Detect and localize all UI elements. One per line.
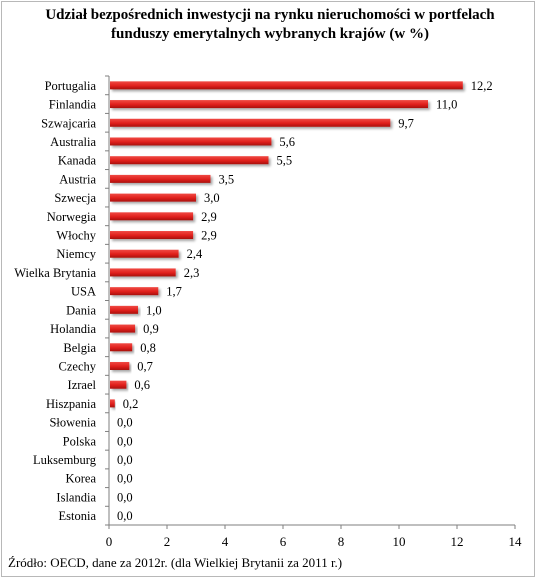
value-label: 3,0 (204, 191, 220, 205)
category-label: Słowenia (49, 416, 96, 430)
source-note: Źródło: OECD, dane za 2012r. (dla Wielki… (8, 555, 343, 570)
value-label: 0,2 (123, 397, 139, 411)
value-label: 0,0 (117, 416, 133, 430)
value-label: 9,7 (398, 116, 414, 130)
bar (110, 81, 463, 90)
bar (110, 174, 211, 183)
value-label: 0,6 (134, 378, 150, 392)
category-label: Niemcy (56, 247, 96, 261)
x-tick-label: 6 (280, 534, 287, 549)
x-tick-label: 12 (451, 534, 464, 549)
value-label: 0,0 (117, 453, 133, 467)
bar (110, 380, 127, 389)
value-label: 0,0 (117, 472, 133, 486)
category-label: Finlandia (49, 98, 97, 112)
value-label: 2,9 (201, 229, 217, 243)
x-tick-label: 8 (338, 534, 345, 549)
bar (110, 361, 130, 370)
x-tick-label: 10 (393, 534, 406, 549)
bar (110, 231, 194, 240)
value-label: 2,3 (184, 266, 200, 280)
bar (110, 193, 196, 202)
value-label: 5,6 (279, 135, 295, 149)
value-label: 1,7 (166, 285, 182, 299)
x-tick-label: 4 (222, 534, 229, 549)
bar (110, 137, 272, 146)
bar (110, 399, 115, 408)
value-label: 0,9 (143, 322, 159, 336)
value-label: 11,0 (436, 98, 457, 112)
bar (110, 100, 428, 109)
bar (110, 268, 176, 277)
category-label: Australia (50, 135, 96, 149)
bar (110, 156, 269, 165)
category-label: Austria (59, 172, 96, 186)
category-label: Dania (66, 303, 96, 317)
value-label: 0,8 (140, 341, 156, 355)
value-label: 0,0 (117, 434, 133, 448)
value-label: 0,0 (117, 490, 133, 504)
bar (110, 287, 159, 296)
bar (110, 249, 179, 258)
x-tick-label: 0 (106, 534, 113, 549)
value-label: 0,0 (117, 509, 133, 523)
chart-title: Udział bezpośrednich inwestycji na rynku… (45, 7, 495, 42)
bar (110, 343, 133, 352)
category-label: Holandia (50, 322, 96, 336)
category-label: Polska (63, 434, 97, 448)
category-label: Belgia (63, 341, 96, 355)
value-label: 3,5 (219, 172, 235, 186)
category-label: Kanada (58, 154, 97, 168)
category-label: Szwajcaria (41, 116, 96, 130)
category-label: Izrael (68, 378, 97, 392)
category-label: Portugalia (45, 79, 97, 93)
x-tick-label: 14 (509, 534, 523, 549)
category-label: Luksemburg (33, 453, 97, 467)
value-label: 2,4 (187, 247, 203, 261)
category-label: Wielka Brytania (14, 266, 96, 280)
category-label: Korea (65, 472, 96, 486)
bar (110, 118, 391, 127)
value-label: 1,0 (146, 303, 162, 317)
category-label: Islandia (56, 490, 96, 504)
value-label: 5,5 (277, 154, 293, 168)
category-label: Norwegia (47, 210, 97, 224)
category-label: Czechy (59, 359, 97, 373)
category-label: Estonia (59, 509, 97, 523)
category-label: Hiszpania (46, 397, 96, 411)
value-label: 0,7 (137, 359, 153, 373)
value-label: 2,9 (201, 210, 217, 224)
x-tick-label: 2 (164, 534, 171, 549)
bar (110, 324, 136, 333)
value-label: 12,2 (471, 79, 493, 93)
category-label: Włochy (56, 229, 96, 243)
category-label: USA (71, 285, 96, 299)
category-label: Szwecja (54, 191, 96, 205)
bar (110, 305, 138, 314)
bar (110, 212, 194, 221)
